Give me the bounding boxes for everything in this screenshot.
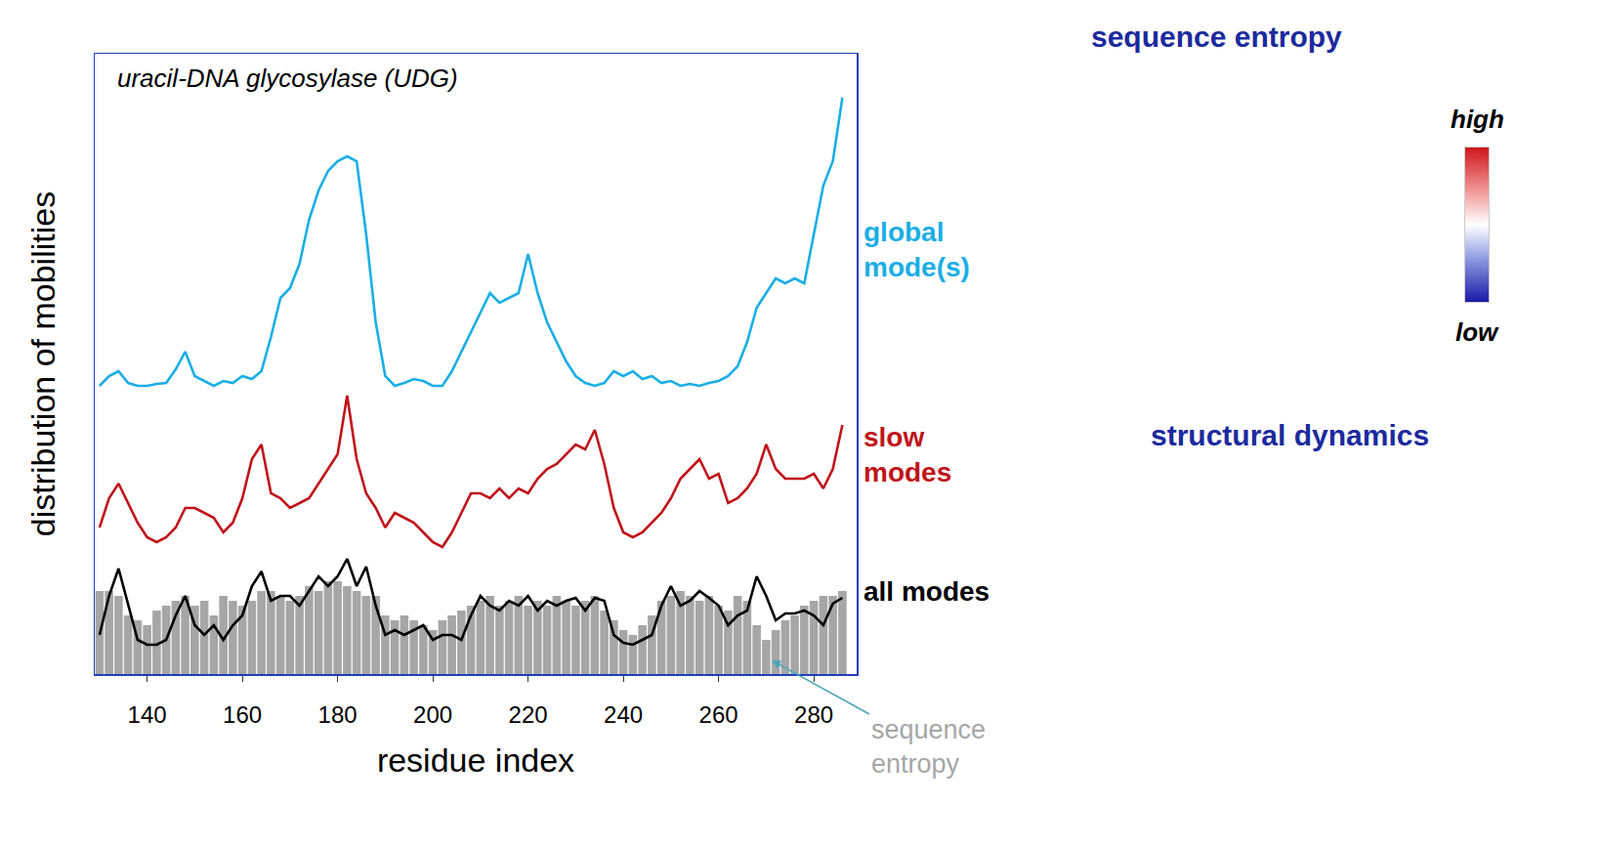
svg-text:all modes: all modes bbox=[863, 576, 990, 607]
svg-text:residue index: residue index bbox=[377, 741, 575, 779]
svg-text:180: 180 bbox=[318, 701, 358, 728]
svg-text:slowmodes: slowmodes bbox=[863, 421, 952, 488]
svg-text:structural dynamics: structural dynamics bbox=[1150, 419, 1430, 452]
svg-text:sequence entropy: sequence entropy bbox=[1091, 20, 1343, 53]
svg-text:sequenceentropy: sequenceentropy bbox=[871, 715, 986, 779]
svg-text:high: high bbox=[1450, 104, 1505, 134]
svg-text:uracil-DNA glycosylase (UDG): uracil-DNA glycosylase (UDG) bbox=[117, 63, 459, 93]
svg-text:distribution of mobilities: distribution of mobilities bbox=[24, 191, 62, 537]
svg-text:240: 240 bbox=[603, 701, 643, 728]
svg-text:globalmode(s): globalmode(s) bbox=[863, 216, 970, 283]
svg-text:160: 160 bbox=[222, 701, 262, 728]
svg-text:280: 280 bbox=[794, 701, 834, 728]
svg-text:140: 140 bbox=[127, 701, 168, 728]
svg-text:260: 260 bbox=[699, 701, 739, 728]
svg-text:low: low bbox=[1455, 317, 1500, 347]
svg-text:220: 220 bbox=[508, 701, 548, 728]
svg-text:200: 200 bbox=[413, 701, 453, 728]
